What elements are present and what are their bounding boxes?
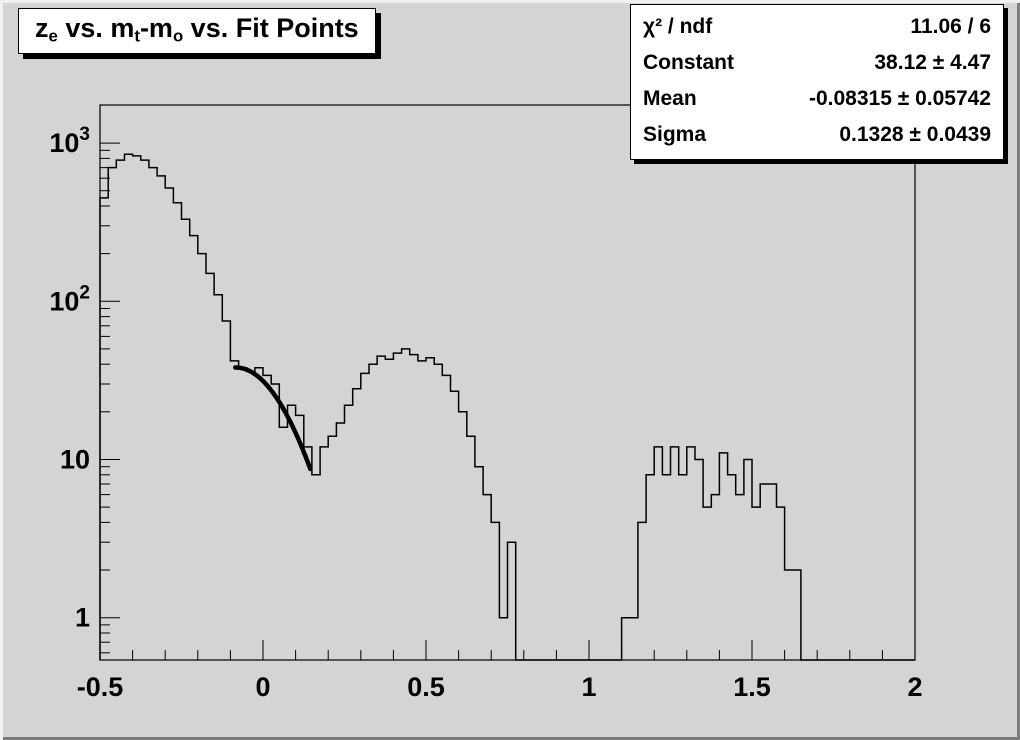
x-tick-label: 2 xyxy=(907,672,922,702)
title-text: z xyxy=(35,13,49,43)
y-tick-label: 10 xyxy=(60,445,90,475)
stats-value-constant: 38.12 ± 4.47 xyxy=(874,50,991,74)
stats-row-mean: Mean -0.08315 ± 0.05742 xyxy=(631,81,1003,117)
title-subscript: t xyxy=(134,26,140,46)
stats-row-constant: Constant 38.12 ± 4.47 xyxy=(631,45,1003,81)
stats-row-chi2: χ² / ndf 11.06 / 6 xyxy=(631,9,1003,45)
stats-box: χ² / ndf 11.06 / 6 Constant 38.12 ± 4.47… xyxy=(630,4,1004,160)
stats-label-chi2: χ² / ndf xyxy=(643,15,713,38)
x-tick-label: 0 xyxy=(255,672,270,702)
stats-row-sigma: Sigma 0.1328 ± 0.0439 xyxy=(631,117,1003,153)
stats-label-constant: Constant xyxy=(643,50,734,74)
stats-value-chi2: 11.06 / 6 xyxy=(910,15,991,38)
histogram-line xyxy=(99,153,915,661)
y-tick-label: 102 xyxy=(49,282,90,316)
title-text: -m xyxy=(139,13,173,43)
x-tick-label: 0.5 xyxy=(407,672,445,702)
x-tick-label: 1.5 xyxy=(733,672,771,702)
y-tick-label: 1 xyxy=(75,603,90,633)
fit-curve xyxy=(233,365,313,472)
title-subscript: o xyxy=(172,26,184,46)
title-text: vs. Fit Points xyxy=(183,13,359,43)
title-subscript: e xyxy=(48,26,58,46)
chart-title: ze vs. mt-mo vs. Fit Points xyxy=(35,13,359,46)
stats-value-mean: -0.08315 ± 0.05742 xyxy=(808,86,991,110)
stats-label-mean: Mean xyxy=(643,86,697,110)
x-tick-label: 1 xyxy=(581,672,596,702)
stats-value-sigma: 0.1328 ± 0.0439 xyxy=(839,122,991,146)
title-text: vs. m xyxy=(57,13,135,43)
stats-label-sigma: Sigma xyxy=(643,122,707,146)
x-tick-label: -0.5 xyxy=(77,672,124,702)
title-box: ze vs. mt-mo vs. Fit Points xyxy=(18,8,376,54)
y-tick-label: 103 xyxy=(49,124,90,158)
